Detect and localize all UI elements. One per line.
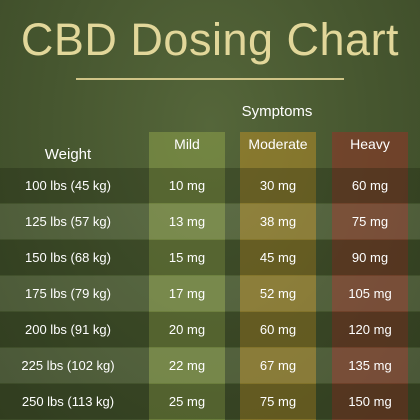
mild-dose-cell: 13 mg — [168, 214, 206, 229]
heavy-dose-cell: 105 mg — [348, 286, 392, 301]
table-row: 125 lbs (57 kg) 13 mg 38 mg 75 mg — [0, 204, 420, 239]
row-band — [0, 276, 420, 311]
dosing-table: 100 lbs (45 kg) 10 mg 30 mg 60 mg 125 lb… — [0, 168, 420, 420]
heavy-dose-cell: 90 mg — [351, 250, 389, 265]
weight-cell: 250 lbs (113 kg) — [21, 394, 115, 409]
heavy-column-header: Heavy — [350, 136, 390, 152]
moderate-column-band — [240, 132, 316, 420]
row-band — [0, 240, 420, 275]
mild-dose-cell: 15 mg — [168, 250, 206, 265]
weight-cell: 225 lbs (102 kg) — [21, 358, 115, 373]
moderate-dose-cell: 45 mg — [259, 250, 297, 265]
mild-dose-cell: 17 mg — [168, 286, 206, 301]
table-row: 225 lbs (102 kg) 22 mg 67 mg 135 mg — [0, 348, 420, 383]
moderate-dose-cell: 52 mg — [259, 286, 297, 301]
heavy-dose-cell: 60 mg — [351, 178, 389, 193]
mild-dose-cell: 25 mg — [168, 394, 206, 409]
weight-cell: 100 lbs (45 kg) — [25, 178, 111, 193]
weight-column-header: Weight — [44, 146, 92, 163]
weight-cell: 150 lbs (68 kg) — [25, 250, 111, 265]
weight-cell: 175 lbs (79 kg) — [25, 286, 111, 301]
mild-dose-cell: 10 mg — [168, 178, 206, 193]
heavy-dose-cell: 75 mg — [351, 214, 389, 229]
moderate-dose-cell: 75 mg — [259, 394, 297, 409]
moderate-dose-cell: 38 mg — [259, 214, 297, 229]
table-row: 150 lbs (68 kg) 15 mg 45 mg 90 mg — [0, 240, 420, 275]
mild-column-band — [149, 132, 225, 420]
symptoms-group-label: Symptoms — [241, 103, 313, 120]
mild-column-header: Mild — [174, 136, 200, 152]
moderate-dose-cell: 30 mg — [259, 178, 297, 193]
mild-dose-cell: 20 mg — [168, 322, 206, 337]
heavy-column-band — [332, 132, 408, 420]
heavy-dose-cell: 120 mg — [348, 322, 392, 337]
table-row: 250 lbs (113 kg) 25 mg 75 mg 150 mg — [0, 384, 420, 419]
title-underline — [76, 78, 344, 80]
heavy-dose-cell: 150 mg — [348, 394, 392, 409]
heavy-dose-cell: 135 mg — [348, 358, 392, 373]
page-title: CBD Dosing Chart — [20, 14, 400, 65]
row-band — [0, 384, 420, 419]
weight-cell: 125 lbs (57 kg) — [25, 214, 111, 229]
row-band — [0, 348, 420, 383]
mild-dose-cell: 22 mg — [168, 358, 206, 373]
row-band — [0, 312, 420, 347]
table-row: 100 lbs (45 kg) 10 mg 30 mg 60 mg — [0, 168, 420, 203]
moderate-column-header: Moderate — [248, 136, 308, 152]
row-band — [0, 204, 420, 239]
table-row: 175 lbs (79 kg) 17 mg 52 mg 105 mg — [0, 276, 420, 311]
moderate-dose-cell: 67 mg — [259, 358, 297, 373]
row-band — [0, 168, 420, 203]
table-row: 200 lbs (91 kg) 20 mg 60 mg 120 mg — [0, 312, 420, 347]
weight-cell: 200 lbs (91 kg) — [25, 322, 111, 337]
moderate-dose-cell: 60 mg — [259, 322, 297, 337]
